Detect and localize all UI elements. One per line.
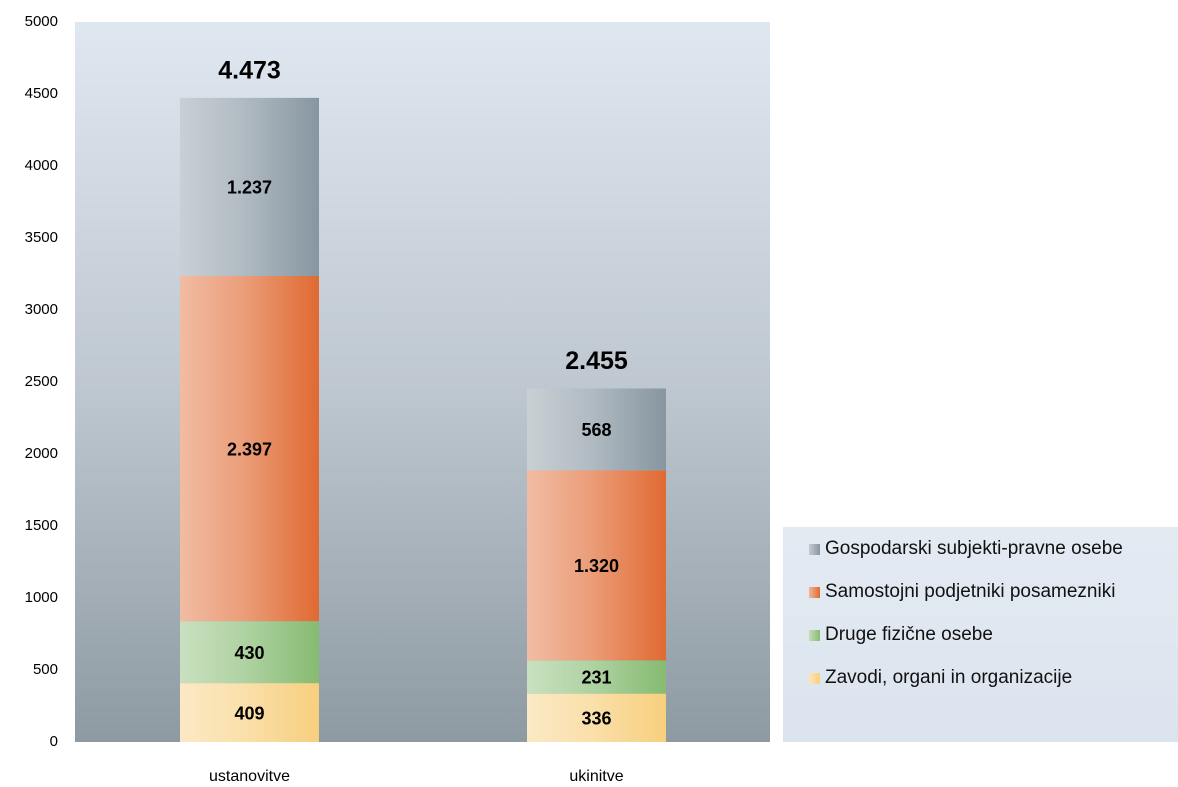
value-label: 336 [581,709,611,729]
bar-segment [180,97,319,277]
y-tick-label: 1500 [25,517,58,534]
bar-segment [527,388,666,471]
legend-item: Gospodarski subjekti-pravne osebe [791,539,1170,582]
legend-swatch [809,673,820,684]
x-tick-label: ustanovitve [209,768,290,785]
y-tick-label: 500 [33,661,58,678]
legend-item: Samostojni podjetniki posamezniki [791,582,1170,625]
y-tick-label: 2000 [25,445,58,462]
y-tick-label: 4000 [25,157,58,174]
value-label: 568 [581,420,611,440]
y-tick-label: 3000 [25,301,58,318]
y-tick-label: 3500 [25,229,58,246]
legend-item: Druge fizične osebe [791,625,1170,668]
bar-segment [527,660,666,694]
value-label: 231 [581,668,611,688]
legend-swatch [809,587,820,598]
value-label: 2.397 [227,439,272,459]
legend-label: Samostojni podjetniki posamezniki [825,581,1116,602]
value-label: 409 [234,703,264,723]
value-label: 1.320 [574,556,619,576]
y-tick-label: 4500 [25,85,58,102]
legend-swatch [809,630,820,641]
value-label: 1.237 [227,178,272,198]
bar-segment [527,470,666,661]
y-tick-label: 2500 [25,373,58,390]
y-tick-label: 5000 [25,13,58,30]
total-label: 2.455 [565,347,628,375]
total-label: 4.473 [218,56,281,84]
legend: Gospodarski subjekti-pravne osebe Samosto… [783,527,1178,742]
legend-label: Zavodi, organi in organizacije [825,667,1073,688]
bar-segment [180,621,319,684]
legend-label: Gospodarski subjekti-pravne osebe [825,538,1123,559]
legend-swatch [809,544,820,555]
y-tick-label: 1000 [25,589,58,606]
bar-segment [527,693,666,742]
legend-item: Zavodi, organi in organizacije [791,668,1170,711]
x-tick-label: ukinitve [569,768,623,785]
bar-segment [180,683,319,742]
value-label: 430 [234,643,264,663]
y-tick-label: 0 [50,733,58,750]
bar-segment [180,276,319,622]
legend-label: Druge fizične osebe [825,624,993,645]
